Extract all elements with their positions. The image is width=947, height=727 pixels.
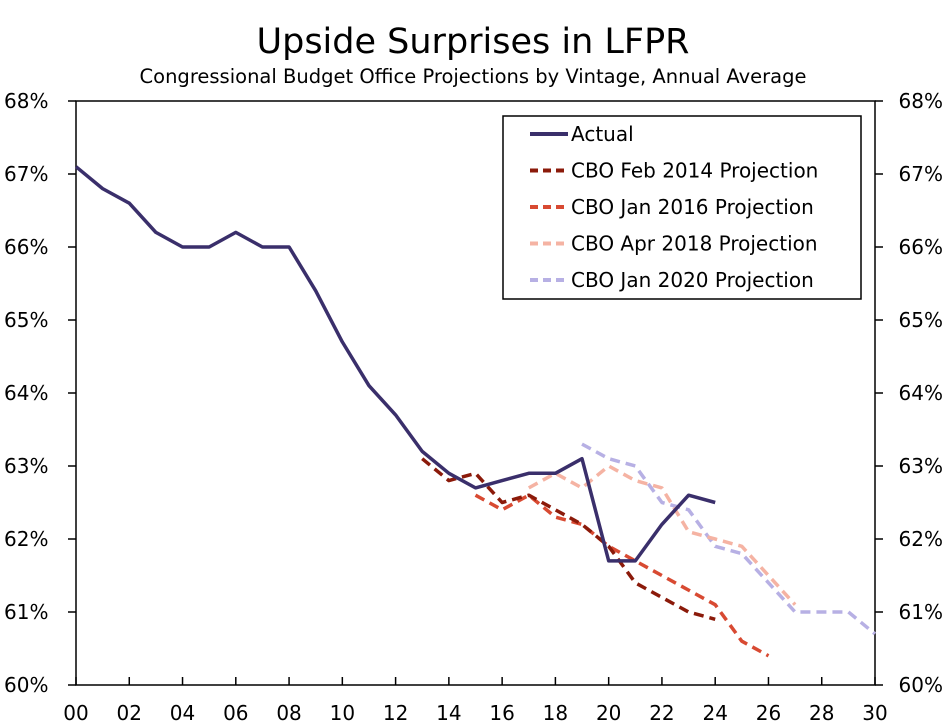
y-tick-label-right: 68% (899, 89, 943, 113)
y-tick-label-left: 66% (4, 235, 48, 259)
y-tick-label-left: 61% (4, 600, 48, 624)
chart-subtitle: Congressional Budget Office Projections … (140, 65, 807, 88)
x-tick-label: 20 (596, 701, 621, 725)
x-tick-label: 18 (543, 701, 568, 725)
y-tick-label-right: 64% (899, 381, 943, 405)
y-tick-label-right: 63% (899, 454, 943, 478)
x-tick-label: 00 (63, 701, 88, 725)
legend-label: CBO Feb 2014 Projection (571, 159, 818, 183)
y-tick-label-left: 60% (4, 673, 48, 697)
y-axis-right: 60% 61% 62% 63% 64% 65% 66% 67% 68% (875, 89, 943, 697)
x-tick-label: 12 (383, 701, 408, 725)
y-tick-label-right: 61% (899, 600, 943, 624)
x-tick-label: 14 (436, 701, 461, 725)
legend: Actual CBO Feb 2014 Projection CBO Jan 201… (502, 115, 862, 300)
y-tick-label-right: 62% (899, 527, 943, 551)
legend-label: CBO Apr 2018 Projection (571, 232, 818, 256)
series-line-cbo-feb-2014-projection (421, 457, 716, 621)
y-tick-label-left: 63% (4, 454, 48, 478)
y-tick-label-left: 67% (4, 162, 48, 186)
y-tick-label-left: 62% (4, 527, 48, 551)
x-tick-label: 04 (170, 701, 195, 725)
x-tick-label: 22 (649, 701, 674, 725)
series-line-actual (74, 165, 716, 563)
y-axis-left: 60% 61% 62% 63% 64% 65% 66% 67% 68% (4, 89, 76, 697)
y-tick-label-right: 60% (899, 673, 943, 697)
x-tick-label: 28 (809, 701, 834, 725)
x-tick-label: 24 (702, 701, 727, 725)
x-tick-label: 10 (330, 701, 355, 725)
y-tick-label-right: 66% (899, 235, 943, 259)
y-tick-label-right: 67% (899, 162, 943, 186)
y-tick-label-left: 65% (4, 308, 48, 332)
legend-label: Actual (571, 122, 634, 146)
legend-label: CBO Jan 2016 Projection (571, 195, 814, 219)
x-tick-label: 26 (756, 701, 781, 725)
y-tick-label-right: 65% (899, 308, 943, 332)
x-tick-label: 16 (489, 701, 514, 725)
chart-title: Upside Surprises in LFPR (256, 22, 689, 62)
x-tick-label: 08 (276, 701, 301, 725)
x-tick-label: 30 (862, 701, 887, 725)
x-axis: 00 02 04 06 08 10 12 14 16 18 20 22 24 26 28 30 (63, 677, 888, 725)
legend-label: CBO Jan 2020 Projection (571, 268, 814, 292)
series-line-cbo-jan-2016-projection (474, 493, 770, 658)
y-tick-label-left: 68% (4, 89, 48, 113)
y-tick-label-left: 64% (4, 381, 48, 405)
x-tick-label: 06 (223, 701, 248, 725)
series-layer (74, 165, 877, 658)
x-tick-label: 02 (117, 701, 142, 725)
series-line-cbo-jan-2020-projection (581, 442, 877, 636)
series-line-cbo-apr-2018-projection (527, 464, 797, 606)
